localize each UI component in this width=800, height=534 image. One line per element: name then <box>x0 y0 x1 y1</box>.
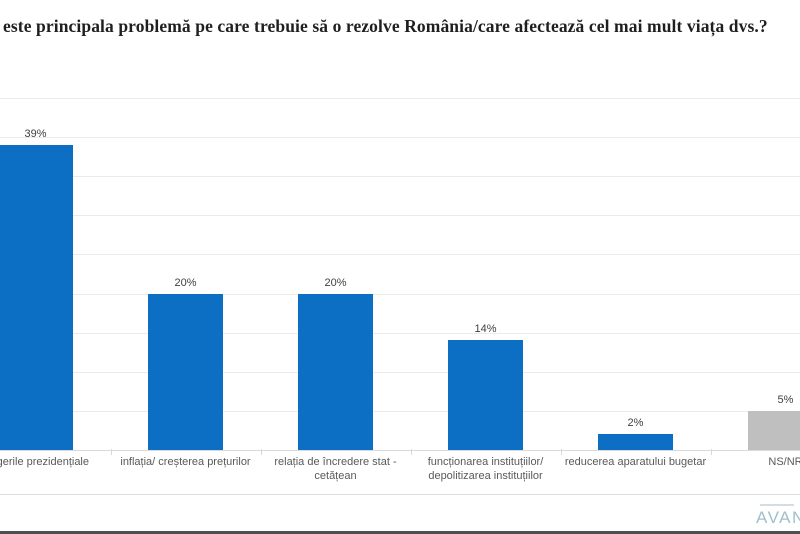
axis-tick <box>110 449 112 455</box>
bar-value-label: 5% <box>777 393 794 406</box>
category-label: relația de încredere stat - cetățean <box>274 456 397 482</box>
bar-4 <box>448 340 523 450</box>
gridline <box>0 254 800 256</box>
gridline <box>0 176 800 178</box>
bar-value-label: 39% <box>24 127 47 140</box>
category-label: funcționarea instituțiilor/ depolitizare… <box>427 456 544 482</box>
bar-value-label: 2% <box>627 417 644 430</box>
category-label: alegerile prezidențiale <box>0 456 89 468</box>
gridline <box>0 215 800 217</box>
x-axis-line <box>0 450 800 451</box>
logo-fine-print <box>760 504 794 506</box>
chart-bottom-divider <box>0 494 800 495</box>
axis-tick <box>410 449 412 455</box>
category-label: reducerea aparatului bugetar <box>564 456 707 468</box>
bar-2 <box>148 293 223 450</box>
bar-value-label: 14% <box>474 323 497 336</box>
category-label: NS/NR <box>768 456 800 468</box>
axis-tick <box>260 449 262 455</box>
gridline <box>0 332 800 334</box>
gridline <box>0 410 800 412</box>
axis-tick <box>560 449 562 455</box>
gridline <box>0 293 800 295</box>
gridline <box>0 98 800 99</box>
bar-value-label: 20% <box>324 276 347 289</box>
chart-title: este principala problemă pe care trebuie… <box>3 16 768 36</box>
axis-tick <box>710 449 712 455</box>
bar-1 <box>0 144 73 450</box>
bar-6 <box>748 410 800 450</box>
gridline <box>0 371 800 373</box>
gridline <box>0 137 800 139</box>
category-label: inflația/ creșterea prețurilor <box>120 456 251 468</box>
bar-value-label: 20% <box>174 276 197 289</box>
bar-3 <box>298 293 373 450</box>
avangarde-logo: AVANG <box>756 508 800 527</box>
bar-5 <box>598 434 673 450</box>
bottom-border-bar <box>0 531 800 534</box>
